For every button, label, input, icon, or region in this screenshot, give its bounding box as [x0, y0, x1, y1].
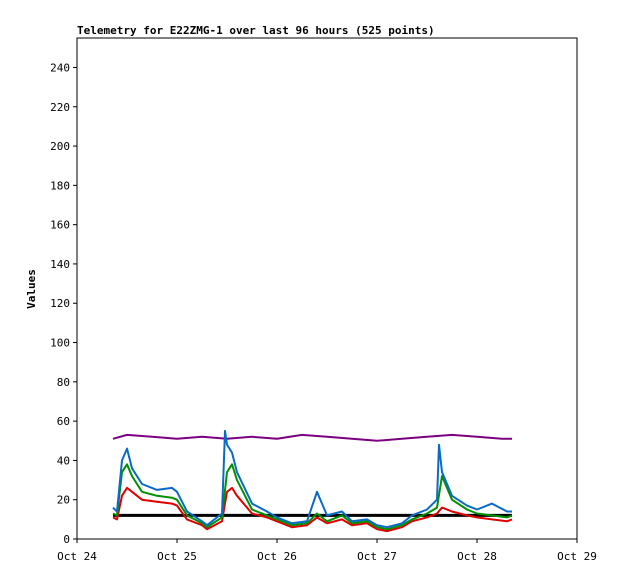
chart-title: Telemetry for E22ZMG-1 over last 96 hour… [77, 24, 435, 37]
y-axis: 0 20 40 60 80 100 120 140 160 180 200 220 240 [50, 61, 77, 546]
x-tick-label: Oct 29 [557, 550, 597, 563]
y-tick-label: 140 [50, 258, 70, 271]
x-tick-label: Oct 27 [357, 550, 397, 563]
x-axis: Oct 24 Oct 25 Oct 26 Oct 27 Oct 28 Oct 29 [57, 539, 597, 563]
y-tick-label: 100 [50, 337, 70, 350]
y-tick-label: 0 [63, 533, 70, 546]
series-line-0 [112, 433, 512, 442]
plot-area [76, 37, 578, 540]
y-axis-label: Values [25, 269, 38, 309]
y-tick-label: 200 [50, 140, 70, 153]
y-tick-label: 120 [50, 297, 70, 310]
series-line-3 [112, 463, 513, 531]
x-tick-label: Oct 25 [157, 550, 197, 563]
y-tick-label: 160 [50, 219, 70, 232]
series-group [112, 429, 513, 533]
y-tick-label: 220 [50, 101, 70, 114]
x-tick-label: Oct 24 [57, 550, 97, 563]
series-line-4 [112, 429, 512, 529]
y-tick-label: 60 [57, 415, 70, 428]
x-tick-label: Oct 26 [257, 550, 297, 563]
y-tick-label: 240 [50, 61, 70, 74]
y-tick-label: 80 [57, 376, 70, 389]
y-tick-label: 180 [50, 179, 70, 192]
y-tick-label: 20 [57, 494, 70, 507]
series-line-2 [112, 486, 513, 533]
y-tick-label: 40 [57, 454, 70, 467]
x-tick-label: Oct 28 [457, 550, 497, 563]
